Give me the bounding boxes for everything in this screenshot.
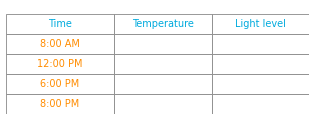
Text: Temperature: Temperature — [132, 19, 194, 29]
Bar — [6, 54, 114, 74]
Bar — [114, 14, 212, 34]
Bar — [6, 34, 114, 54]
Text: 12:00 PM: 12:00 PM — [37, 59, 83, 69]
Bar — [114, 54, 212, 74]
Bar — [114, 34, 212, 54]
Text: 6:00 PM: 6:00 PM — [40, 79, 80, 89]
Bar — [6, 74, 114, 94]
Bar — [212, 54, 309, 74]
Text: Time: Time — [48, 19, 72, 29]
Bar — [6, 94, 114, 114]
Bar — [114, 74, 212, 94]
Text: Light level: Light level — [235, 19, 286, 29]
Bar — [114, 94, 212, 114]
Bar — [212, 34, 309, 54]
Bar — [212, 74, 309, 94]
Bar — [6, 14, 114, 34]
Bar — [212, 94, 309, 114]
Text: 8:00 PM: 8:00 PM — [40, 99, 80, 109]
Text: 8:00 AM: 8:00 AM — [40, 39, 80, 49]
Bar — [212, 14, 309, 34]
